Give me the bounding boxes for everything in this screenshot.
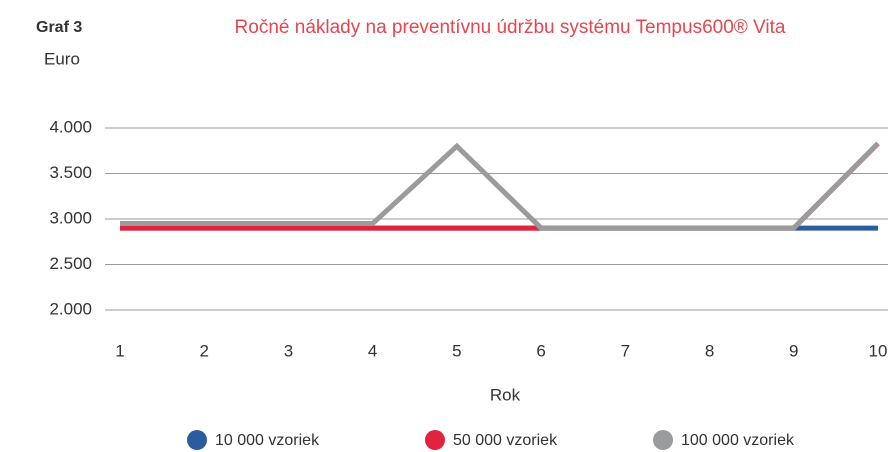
legend-swatch	[187, 430, 207, 450]
y-tick-label: 4.000	[49, 117, 92, 136]
x-tick-label: 10	[869, 341, 888, 360]
x-tick-label: 1	[115, 341, 124, 360]
chart-title: Ročné náklady na preventívnu údržbu syst…	[235, 17, 786, 38]
x-tick-label: 7	[621, 341, 630, 360]
y-tick-label: 2.000	[49, 299, 92, 318]
y-tick-label: 2.500	[49, 254, 92, 273]
line-series	[120, 141, 880, 231]
legend-label: 50 000 vzoriek	[453, 432, 558, 449]
chart-label: Graf 3	[36, 19, 82, 36]
y-tick-label: 3.500	[49, 163, 92, 182]
x-tick-label: 5	[452, 341, 461, 360]
x-tick-label: 3	[284, 341, 293, 360]
x-tick-label: 9	[789, 341, 798, 360]
y-axis-label: Euro	[44, 49, 80, 68]
legend-label: 10 000 vzoriek	[215, 432, 320, 449]
legend-swatch	[425, 430, 445, 450]
legend-swatch	[653, 430, 673, 450]
y-tick-label: 3.000	[49, 208, 92, 227]
x-tick-label: 2	[199, 341, 208, 360]
x-tick-label: 8	[705, 341, 714, 360]
legend-label: 100 000 vzoriek	[681, 432, 795, 449]
x-axis-label: Rok	[490, 385, 521, 404]
x-tick-label: 6	[536, 341, 545, 360]
x-tick-label: 4	[368, 341, 377, 360]
